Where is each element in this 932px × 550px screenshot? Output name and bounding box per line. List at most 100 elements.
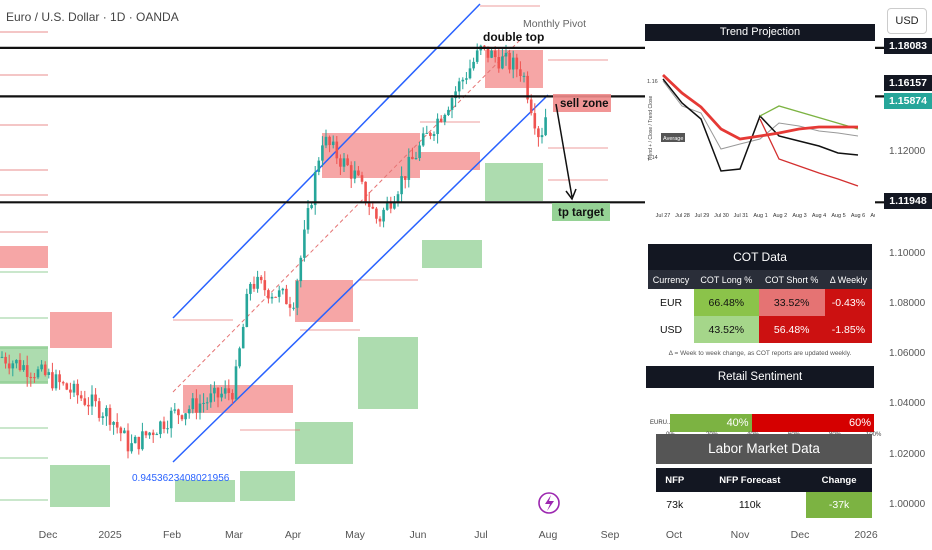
candle-body xyxy=(184,413,187,420)
candle-body xyxy=(367,201,371,207)
x-tick-label: Feb xyxy=(163,529,181,541)
candle-body xyxy=(533,113,537,129)
candle-body xyxy=(173,409,177,411)
tp-x-label: Jul 31 xyxy=(734,213,749,219)
tp-x-label: Jul 28 xyxy=(675,213,690,219)
tp-line xyxy=(662,73,858,141)
cot-title: COT Data xyxy=(648,244,872,270)
tp-x-label: Jul 27 xyxy=(656,213,671,219)
candle-body xyxy=(382,209,385,222)
tp-average-label: Average xyxy=(663,136,683,142)
currency-button[interactable]: USD xyxy=(887,8,927,34)
mid-trendline xyxy=(172,39,521,393)
retail-title: Retail Sentiment xyxy=(646,366,874,388)
retail-long-pct: 40% xyxy=(726,417,749,429)
candle-body xyxy=(76,383,79,396)
candle-body xyxy=(51,372,54,389)
x-tick-label: Jul xyxy=(474,529,487,541)
candle-body xyxy=(457,81,461,92)
candle-body xyxy=(465,78,468,80)
tp-x-label: Jul 29 xyxy=(695,213,710,219)
demand-zone xyxy=(295,422,353,464)
table-row: 73k 110k -37k xyxy=(656,492,872,518)
candle-body xyxy=(65,383,69,390)
trend-projection-bg xyxy=(645,41,875,222)
candle-body xyxy=(436,118,439,135)
x-axis: Dec 2025 Feb Mar Apr May Jun Jul Aug Sep Oct Nov Dec… xyxy=(39,529,878,541)
candle-body xyxy=(205,402,209,404)
supply-zone xyxy=(0,246,48,268)
cot-long: 66.48% xyxy=(694,289,759,316)
low-value-label: 0.9453623408021956 xyxy=(132,473,230,484)
candle-body xyxy=(303,229,306,258)
labor-table: NFP NFP Forecast Change 73k 110k -37k xyxy=(656,468,872,518)
candle-body xyxy=(490,50,493,58)
candle-body xyxy=(97,401,101,418)
candle-body xyxy=(483,45,486,47)
candle-body xyxy=(87,404,90,407)
candle-body xyxy=(223,388,227,394)
candle-body xyxy=(375,208,378,219)
price-tag-4: 1.11948 xyxy=(884,193,932,209)
candle-body xyxy=(306,208,310,230)
candle-body xyxy=(504,52,508,57)
candle-body xyxy=(4,356,7,364)
x-tick-label: Dec xyxy=(791,529,810,541)
cot-header-short: COT Short % xyxy=(758,270,825,289)
candle-body xyxy=(0,356,4,358)
supply-zone xyxy=(322,133,420,178)
candle-body xyxy=(281,288,285,291)
candle-body xyxy=(357,170,360,176)
tp-x-label: Aug 5 xyxy=(831,213,845,219)
candle-body xyxy=(349,165,353,179)
candle-body xyxy=(497,57,501,69)
candle-body xyxy=(295,281,299,308)
candle-body xyxy=(447,109,450,116)
labor-header-forecast: NFP Forecast xyxy=(693,468,807,492)
trend-projection-chart: Jul 27 Jul 28 Jul 29 Jul 30 Jul 31 Aug 1 Aug 2… xyxy=(645,41,885,222)
table-row: EUR 66.48% 33.52% -0.43% xyxy=(648,289,872,316)
projection-arrowhead xyxy=(565,188,577,201)
candle-body xyxy=(511,57,515,70)
x-tick-label: 2025 xyxy=(98,529,122,541)
tp-line xyxy=(759,105,859,130)
table-row: USD 43.52% 56.48% -1.85% xyxy=(648,316,872,343)
candle-body xyxy=(461,79,465,82)
price-tag-3: 1.15874 xyxy=(884,93,932,109)
tp-target-box xyxy=(552,203,610,221)
candle-body xyxy=(407,156,411,180)
candle-body xyxy=(166,428,169,430)
candle-body xyxy=(159,421,162,435)
x-tick-label: Jun xyxy=(410,529,427,541)
candle-body xyxy=(537,128,540,138)
candle-body xyxy=(151,432,155,435)
candle-body xyxy=(90,394,94,407)
demand-zone xyxy=(240,471,295,501)
candle-body xyxy=(313,171,317,206)
candle-body xyxy=(432,134,436,136)
y-tick-label: 1.08000 xyxy=(889,298,926,309)
trend-projection-panel: Trend Projection Jul 27 Jul 28 Jul 29 Jul 3… xyxy=(645,24,885,222)
tp-average-box xyxy=(661,133,685,142)
candle-body xyxy=(29,376,33,378)
demand-zone xyxy=(175,480,235,502)
candle-body xyxy=(378,218,382,222)
candle-body xyxy=(414,158,418,160)
candle-body xyxy=(263,280,267,291)
candle-body xyxy=(202,402,205,404)
candle-body xyxy=(411,156,414,160)
candle-body xyxy=(310,205,313,209)
candle-body xyxy=(58,374,61,383)
candle-body xyxy=(335,141,339,159)
symbol-title: Euro / U.S. Dollar · 1D · OANDA xyxy=(6,10,179,24)
candle-body xyxy=(7,363,11,369)
candle-body xyxy=(216,387,220,398)
candle-body xyxy=(144,431,148,436)
y-tick-label: 1.00000 xyxy=(889,499,926,510)
tp-y-axis-label: Trend + / Close / Trend Close xyxy=(648,96,654,161)
candle-body xyxy=(439,118,443,122)
candle-body xyxy=(47,372,51,375)
candle-body xyxy=(105,407,108,417)
candle-body xyxy=(292,307,295,309)
